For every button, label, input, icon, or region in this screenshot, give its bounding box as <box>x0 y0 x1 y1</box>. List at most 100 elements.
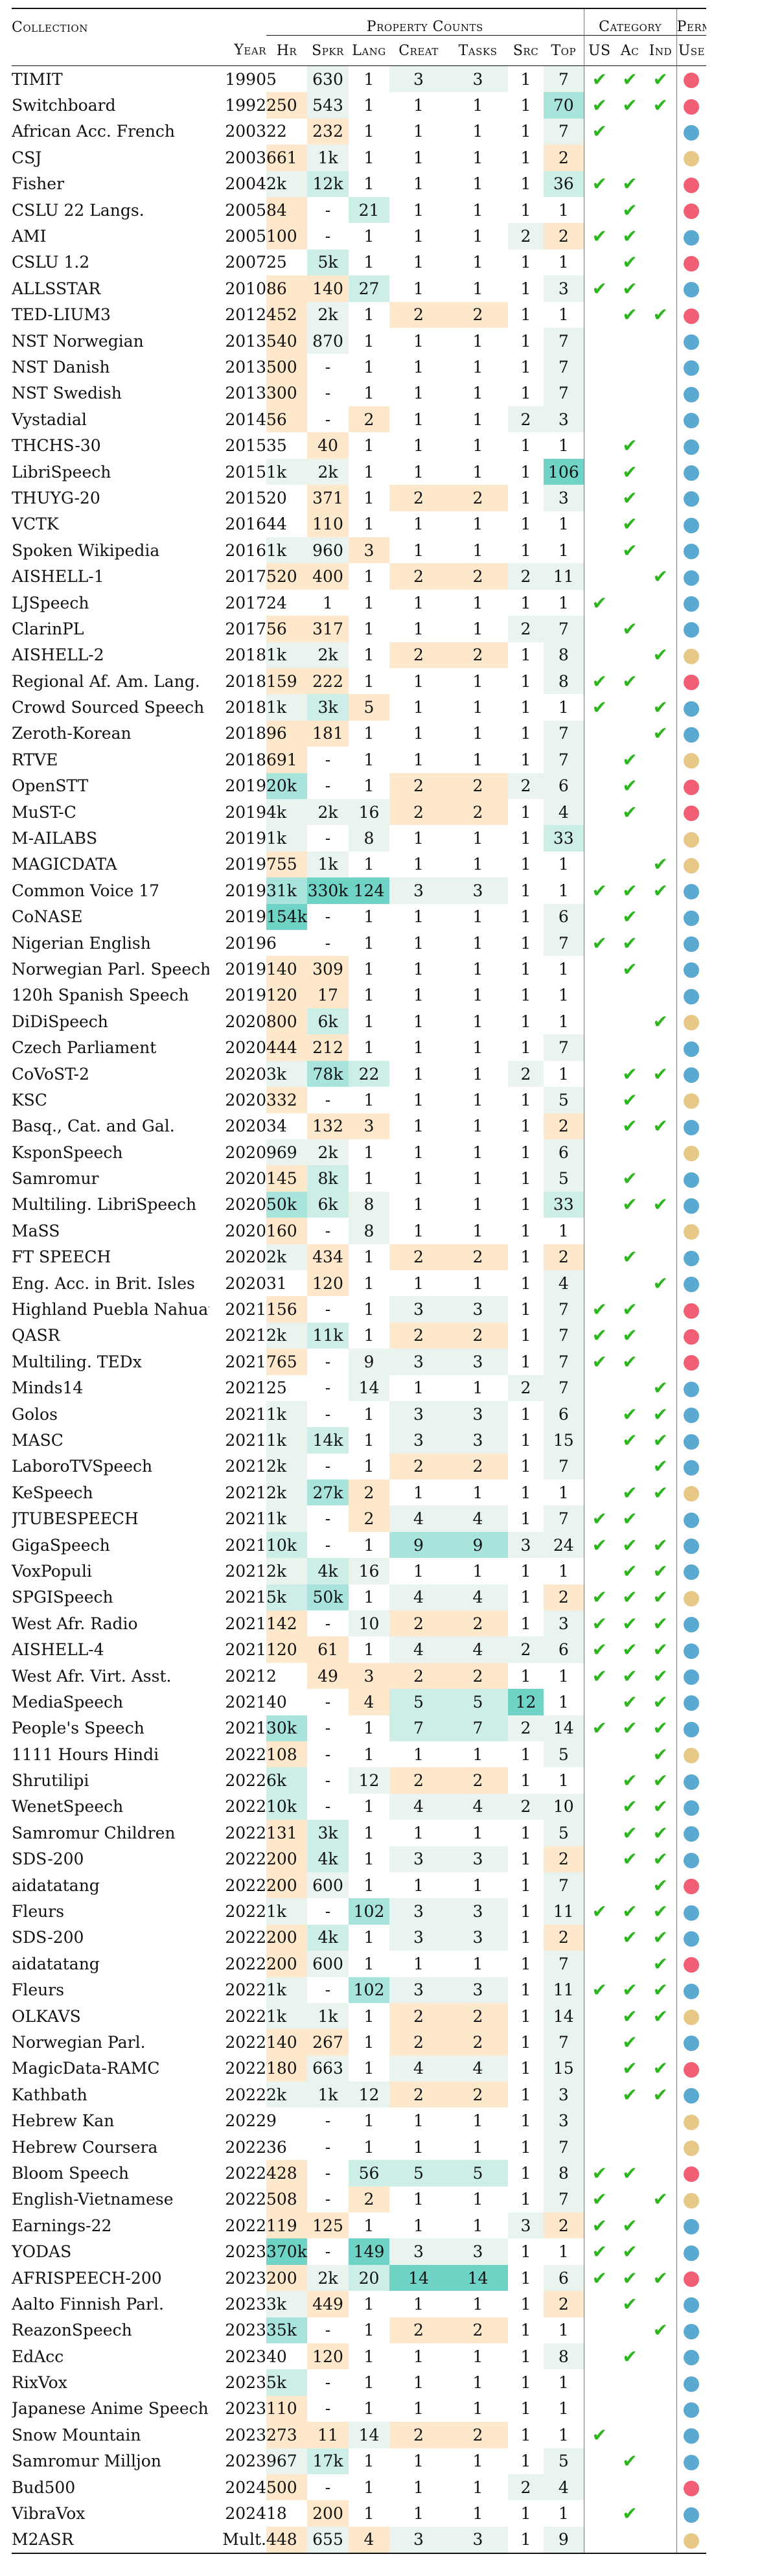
hr-cell: 452 <box>266 301 307 328</box>
year-cell: 2022 <box>225 2216 266 2235</box>
tasks-cell: 1 <box>448 1820 508 1846</box>
top-cell: 6 <box>544 1636 584 1663</box>
hr-cell: 156 <box>266 1296 307 1323</box>
src-cell: 1 <box>508 1322 544 1349</box>
top-cell: 1 <box>544 1689 584 1715</box>
permission-dot-icon <box>684 806 700 822</box>
creat-cell: 3 <box>389 877 448 904</box>
checkmark-icon: ✔ <box>592 879 608 901</box>
us-check-cell <box>583 380 616 407</box>
collection-name: Hebrew Coursera <box>12 2137 158 2157</box>
year-cell: 2022 <box>225 1797 266 1816</box>
tasks-cell: 2 <box>448 1453 508 1480</box>
ind-check-cell <box>645 1349 676 1375</box>
tasks-cell: 1 <box>448 2291 508 2317</box>
hr-cell: 500 <box>266 354 307 380</box>
collection-name: Earnings-22 <box>12 2216 112 2235</box>
table-row: DiDiSpeech 2020 800 6k 1 1 1 1 1 ✔ <box>12 1008 771 1035</box>
top-header: Top <box>544 35 584 66</box>
perm-use-cell <box>676 1244 707 1270</box>
creat-cell: 1 <box>389 92 448 119</box>
year-cell: 2018 <box>225 645 266 665</box>
top-cell: 1 <box>544 249 584 276</box>
tasks-cell: 1 <box>448 1113 508 1140</box>
top-cell: 5 <box>544 2448 584 2474</box>
ind-check-cell <box>645 354 676 380</box>
creat-cell: 2 <box>389 2422 448 2448</box>
tasks-cell: 3 <box>448 1296 508 1323</box>
permission-dot-icon <box>684 884 700 900</box>
ac-check-cell <box>615 1139 645 1165</box>
table-row: NST Swedish 2013 300-1 1 1 1 7 <box>12 380 771 407</box>
permission-dot-icon <box>684 255 700 272</box>
checkmark-icon: ✔ <box>622 1822 638 1844</box>
tasks-cell: 3 <box>448 1977 508 2003</box>
top-cell: 1 <box>544 1218 584 1244</box>
permission-dot-icon <box>684 124 700 141</box>
spkr-cell: - <box>307 929 349 957</box>
hr-cell: 6k <box>266 1767 307 1794</box>
collection-name: CoVoST-2 <box>12 1064 89 1084</box>
permission-dot-icon <box>684 2036 700 2052</box>
table-row: Golos 2021 1k -1 3 3 1 6 ✔ ✔ <box>12 1400 771 1428</box>
hr-cell: 200 <box>266 1846 307 1872</box>
src-cell: 1 <box>508 2291 544 2317</box>
ind-check-cell: ✔ <box>645 1689 676 1715</box>
checkmark-icon: ✔ <box>622 1299 638 1321</box>
spkr-cell: 78k <box>307 1060 349 1087</box>
checkmark-icon: ✔ <box>622 618 638 640</box>
lang-cell: 1 <box>349 2317 389 2343</box>
us-check-cell: ✔ <box>583 2212 616 2239</box>
top-cell: 7 <box>544 1034 584 1061</box>
collection-name: MAGICDATA <box>12 855 117 874</box>
permission-dot-icon <box>684 1748 700 1764</box>
perm-use-cell <box>676 2369 707 2396</box>
lang-cell: 1 <box>349 1400 389 1428</box>
collection-name: EdAcc <box>12 2347 64 2366</box>
lang-cell: 2 <box>349 1505 389 1532</box>
tasks-cell: 1 <box>448 2500 508 2527</box>
tasks-cell: 1 <box>448 92 508 119</box>
year-cell: 2019 <box>225 855 266 874</box>
src-cell: 1 <box>508 354 544 380</box>
checkmark-icon: ✔ <box>592 1534 608 1556</box>
tasks-cell: 2 <box>448 485 508 511</box>
ac-check-cell: ✔ <box>615 1663 645 1689</box>
use-header: Use <box>676 35 707 66</box>
checkmark-icon: ✔ <box>652 853 669 876</box>
creat-cell: 4 <box>389 1505 448 1532</box>
lang-cell: 22 <box>349 1060 389 1087</box>
src-cell: 1 <box>508 1898 544 1925</box>
collection-name: Samromur Milljon <box>12 2452 161 2471</box>
ac-check-cell: ✔ <box>615 1192 645 1218</box>
top-cell: 7 <box>544 1505 584 1532</box>
perm-use-cell <box>676 1505 707 1532</box>
src-cell: 1 <box>508 2055 544 2082</box>
year-cell: 2022 <box>225 1928 266 1947</box>
creat-cell: 1 <box>389 170 448 197</box>
collection-name: AISHELL-2 <box>12 645 104 665</box>
us-check-cell: ✔ <box>583 92 616 119</box>
checkmark-icon: ✔ <box>652 1953 669 1975</box>
category-header: Category <box>583 8 677 36</box>
hr-cell: 2 <box>266 1662 307 1689</box>
tasks-cell: 1 <box>448 1375 508 1401</box>
hr-cell: 120 <box>266 1636 307 1663</box>
tasks-cell: 1 <box>448 1479 508 1506</box>
hr-cell: 145 <box>266 1165 307 1192</box>
checkmark-icon: ✔ <box>622 1770 638 1792</box>
top-cell: 6 <box>544 2264 584 2292</box>
lang-cell: 1 <box>349 2343 389 2370</box>
permission-dot-icon <box>684 1983 700 1999</box>
year-cell: 2015 <box>225 436 266 456</box>
spkr-cell: 4k <box>307 1924 349 1951</box>
spkr-cell: - <box>307 747 349 773</box>
checkmark-icon: ✔ <box>622 2345 638 2367</box>
ind-check-cell <box>645 537 676 563</box>
ind-check-cell <box>645 2291 676 2317</box>
hr-cell: 1k <box>266 1977 307 2003</box>
lang-cell: 1 <box>349 249 389 276</box>
lang-cell: 4 <box>349 1689 389 1715</box>
top-cell: 1 <box>544 589 584 616</box>
top-cell: 7 <box>544 1951 584 1977</box>
